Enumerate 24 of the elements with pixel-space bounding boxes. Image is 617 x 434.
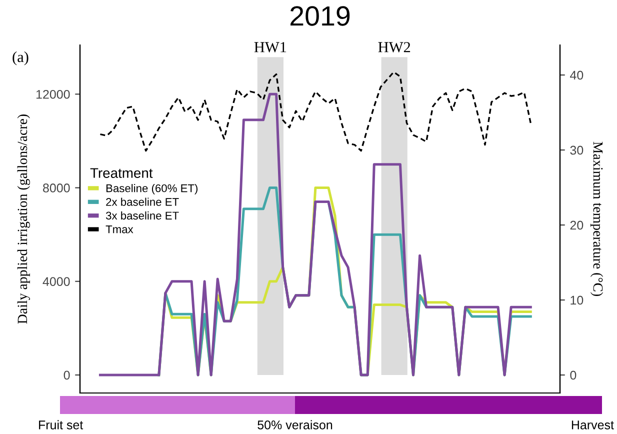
- y-axis-title: Daily applied irrigation (gallons/acre): [17, 114, 30, 324]
- legend-title: Treatment: [90, 168, 153, 178]
- text: 50% veraison: [258, 420, 332, 430]
- annotation: HW1: [254, 42, 286, 52]
- y-tick-label: 4000: [42, 277, 70, 286]
- y-tick-label: 0: [64, 370, 70, 380]
- y2-axis-title: Maximum temperature (°C): [590, 142, 604, 296]
- text: Fruit set: [39, 420, 84, 430]
- legend-label: Baseline (60% ET): [106, 184, 198, 194]
- y2-tick-label: 0: [570, 370, 576, 380]
- y2-tick-label: 30: [570, 146, 584, 155]
- legend-label: 3x baseline ET: [106, 211, 179, 220]
- text: Harvest: [572, 420, 614, 430]
- chart-title: 2019: [290, 6, 350, 26]
- line-series: [99, 71, 532, 152]
- y-tick-label: 8000: [43, 184, 70, 192]
- y-tick-label: 12000: [36, 90, 70, 99]
- y2-tick-label: 10: [570, 296, 584, 305]
- y2-tick-label: 40: [570, 70, 584, 80]
- y2-tick-label: 20: [570, 220, 584, 230]
- legend-label: Tmax: [106, 226, 134, 234]
- legend-label: 2x baseline ET: [106, 198, 179, 206]
- text: (a): [12, 51, 28, 66]
- annotation: HW2: [378, 42, 410, 52]
